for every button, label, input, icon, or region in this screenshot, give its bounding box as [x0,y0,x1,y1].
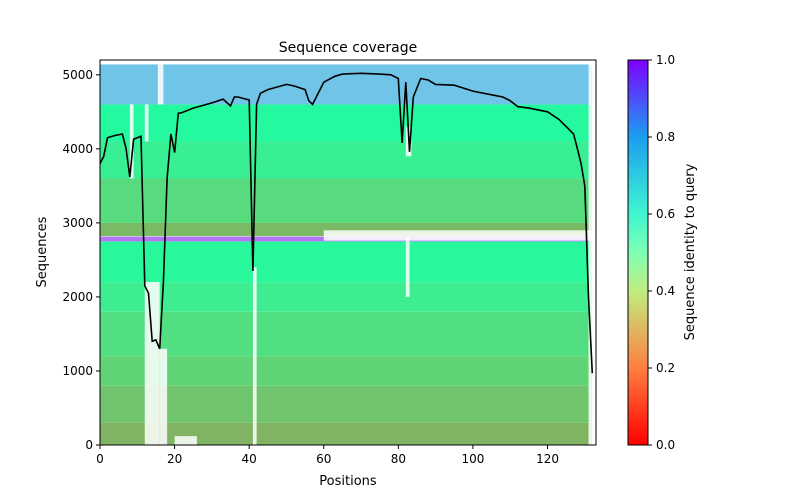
x-tick-label-120: 120 [536,452,559,466]
colorbar-gradient [627,59,649,446]
x-tick-label-60: 60 [316,452,331,466]
identity-band-5 [100,241,593,283]
x-axis-label: Positions [319,474,377,489]
y-tick-label-4000: 4000 [62,142,93,156]
y-tick-label-3000: 3000 [62,216,93,230]
colorbar-tick-label-2: 0.4 [656,284,675,298]
identity-band-11 [100,64,593,105]
x-tick-label-80: 80 [391,452,406,466]
y-tick-label-5000: 5000 [62,68,93,82]
coverage-gap-3 [157,64,164,105]
identity-band-10 [100,104,593,142]
identity-band-8 [100,178,593,223]
y-tick-label-2000: 2000 [62,290,93,304]
coverage-gap-8 [129,104,134,179]
x-tick-label-0: 0 [96,452,104,466]
identity-band-9 [100,141,593,179]
coverage-gap-10 [174,436,197,445]
colorbar-tick-label-5: 1.0 [656,53,675,67]
colorbar-tick-label-0: 0.0 [656,438,675,452]
colorbar-tick-label-4: 0.8 [656,130,675,144]
coverage-gap-0 [144,282,160,445]
colorbar-tick-label-1: 0.2 [656,361,675,375]
coverage-gap-5 [405,237,410,297]
colorbar-label: Sequence identity to query [683,163,698,340]
plot-frame [99,59,597,446]
coverage-gap-2 [159,348,168,445]
identity-band-1 [100,385,593,423]
coverage-heatmap [100,60,596,445]
y-tick-label-1000: 1000 [62,364,93,378]
colorbar: 0.0 0.2 0.4 0.6 0.8 1.0 Sequence identity to … [627,53,698,452]
coverage-line [100,72,594,374]
y-axis: 0 1000 2000 3000 4000 5000 [62,68,100,452]
x-tick-label-40: 40 [242,452,257,466]
x-axis: 0 20 40 60 80 100 120 [96,445,559,466]
coverage-line-path [100,72,594,374]
x-tick-label-20: 20 [167,452,182,466]
chart-title: Sequence coverage [279,40,418,56]
identity-band-3 [100,311,593,357]
identity-band-4 [100,282,593,312]
y-axis-label: Sequences [35,216,50,287]
y-tick-label-0: 0 [85,438,93,452]
x-tick-label-100: 100 [461,452,484,466]
coverage-gap-7 [588,60,596,445]
colorbar-tick-label-3: 0.6 [656,207,675,221]
coverage-gap-11 [323,230,596,241]
identity-band-2 [100,356,593,386]
colorbar-ticks: 0.0 0.2 0.4 0.6 0.8 1.0 [648,53,675,452]
identity-band-0 [100,422,593,445]
coverage-gap-4 [252,267,257,445]
coverage-gap-1 [144,104,149,142]
